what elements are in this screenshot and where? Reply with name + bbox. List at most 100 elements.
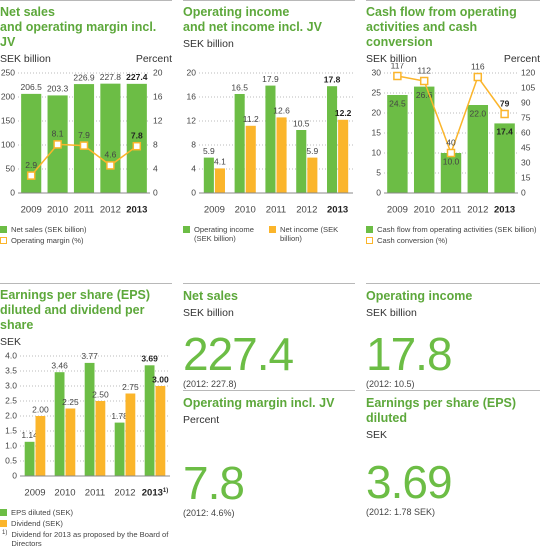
- y2-tick-label: 120: [521, 67, 535, 77]
- kpi-panel: Earnings per share (EPS) diluted SEK 3.6…: [366, 390, 540, 555]
- data-label: 7.8: [131, 130, 143, 140]
- y-tick-label: 200: [1, 91, 15, 101]
- y2-tick-label: 8: [153, 139, 158, 149]
- data-label: 1.78: [111, 411, 128, 421]
- legend: Operating income (SEK billion) Net income…: [183, 225, 355, 245]
- x-tick-label: 2011: [441, 205, 461, 216]
- data-label: 116: [471, 63, 485, 71]
- y-tick-label: 2.5: [5, 395, 17, 405]
- y2-tick-label: 105: [521, 82, 535, 92]
- y-axis-label: SEK billion: [183, 38, 234, 50]
- legend: Cash flow from operating activities (SEK…: [366, 225, 540, 247]
- y2-tick-label: 60: [521, 127, 531, 137]
- y-tick-label: 30: [372, 67, 382, 77]
- y-tick-label: 0: [376, 187, 381, 197]
- x-tick-label: 2012: [296, 205, 317, 216]
- y2-tick-label: 45: [521, 142, 531, 152]
- x-tick-label: 20131): [142, 488, 168, 499]
- kpi-subtitle: Percent: [183, 414, 220, 426]
- kpi-subtitle: SEK billion: [366, 307, 417, 319]
- data-label: 10.0: [443, 156, 460, 166]
- y-tick-label: 5: [376, 167, 381, 177]
- y-tick-label: 15: [372, 127, 382, 137]
- legend: Net sales (SEK billion) Operating margin …: [0, 225, 172, 247]
- data-label: 2.50: [92, 389, 109, 399]
- data-label: 26.6: [416, 90, 433, 100]
- data-label: 227.8: [100, 72, 122, 82]
- y2-tick-label: 15: [521, 172, 531, 182]
- data-label: 2.75: [122, 382, 139, 392]
- bar: [35, 416, 46, 476]
- title-line: Earnings per share (EPS): [0, 288, 151, 302]
- legend-label: Cash conversion (%): [377, 236, 448, 245]
- title-line: Net sales: [0, 5, 55, 19]
- y-tick-label: 1.0: [5, 440, 17, 450]
- title-line: activities and cash conversion: [366, 20, 478, 49]
- kpi-subtitle: SEK billion: [183, 307, 234, 319]
- line-marker: [79, 141, 89, 150]
- legend-label: Net income (SEK billion): [280, 225, 339, 243]
- y-tick-label: 3.0: [5, 380, 17, 390]
- y-tick-label: 100: [1, 139, 15, 149]
- data-label: 24.5: [389, 98, 406, 108]
- bar: [276, 117, 287, 193]
- y2-tick-label: 4: [153, 163, 158, 173]
- axis-labels: SEK billion Percent: [0, 53, 172, 65]
- data-label: 2.00: [32, 404, 49, 414]
- bar: [73, 84, 95, 193]
- axis-labels: SEK billion Percent: [366, 53, 540, 65]
- data-label: 3.77: [81, 351, 98, 361]
- x-tick-label: 2011: [266, 205, 286, 216]
- axis-labels: SEK billion: [183, 38, 355, 50]
- y2-tick-label: 20: [153, 67, 163, 77]
- data-label: 5.9: [203, 146, 215, 156]
- legend-swatch: [0, 509, 7, 516]
- bar: [327, 86, 338, 193]
- bar: [100, 83, 121, 193]
- data-label: 11.2: [243, 114, 259, 124]
- y2-tick-label: 90: [521, 97, 531, 107]
- y-tick-label: 2.0: [5, 410, 17, 420]
- y-tick-label: 3.5: [5, 365, 17, 375]
- y-tick-label: 50: [6, 163, 16, 173]
- kpi-title: Operating income: [366, 289, 473, 303]
- y-tick-label: 4: [191, 163, 196, 173]
- data-label: 10.5: [293, 118, 310, 128]
- legend-item: EPS diluted (SEK): [0, 508, 172, 517]
- data-label: 226.9: [73, 72, 95, 82]
- footnote-text: Dividend for 2013 as proposed by the Boa…: [11, 530, 169, 548]
- x-tick-label: 2009: [21, 205, 42, 216]
- bar: [155, 386, 166, 476]
- y2-axis-label: Percent: [135, 53, 172, 65]
- y-axis-label: SEK billion: [366, 53, 417, 65]
- data-label: 2.25: [62, 397, 79, 407]
- bar: [214, 168, 225, 193]
- y-tick-label: 0: [191, 187, 196, 197]
- legend: EPS diluted (SEK) Dividend (SEK) 1) Dividen…: [0, 508, 172, 548]
- x-tick-label: 2011: [85, 488, 105, 499]
- title-line: diluted and dividend per share: [0, 303, 145, 332]
- y-tick-label: 0: [10, 187, 15, 197]
- bar: [125, 393, 136, 476]
- data-label: 112: [417, 65, 431, 75]
- x-tick-label: 2013: [126, 205, 147, 216]
- footnote-marker: 1): [163, 488, 168, 494]
- chart-title: Cash flow from operating activities and c…: [366, 5, 540, 50]
- y2-tick-label: 0: [153, 187, 158, 197]
- y-tick-label: 20: [372, 107, 382, 117]
- bar: [126, 83, 147, 193]
- x-tick-label: 2009: [24, 488, 45, 499]
- legend-item: Dividend (SEK): [0, 519, 172, 528]
- y-tick-label: 4.0: [5, 350, 17, 360]
- kpi-value: 17.8: [366, 328, 453, 380]
- plot: 0 5 10 15 20 25 30 0 15 30 45 60 75 90 105 120 24.5 26.6 1…: [372, 63, 536, 216]
- kpi-panel: Net sales SEK billion 227.4 (2012: 227.8…: [183, 283, 355, 390]
- bar: [440, 153, 462, 193]
- x-tick-label: 2009: [387, 205, 408, 216]
- y-tick-label: 12: [187, 115, 197, 125]
- plot: 0 4 8 12 16 20 5.9 16.5 17.9 10.5 17.8 4.1 11.2 12.6 5…: [187, 67, 353, 216]
- chart-title: Operating income and net income incl. JV: [183, 5, 355, 35]
- bar: [144, 365, 155, 476]
- legend-label: Net sales (SEK billion): [11, 225, 87, 234]
